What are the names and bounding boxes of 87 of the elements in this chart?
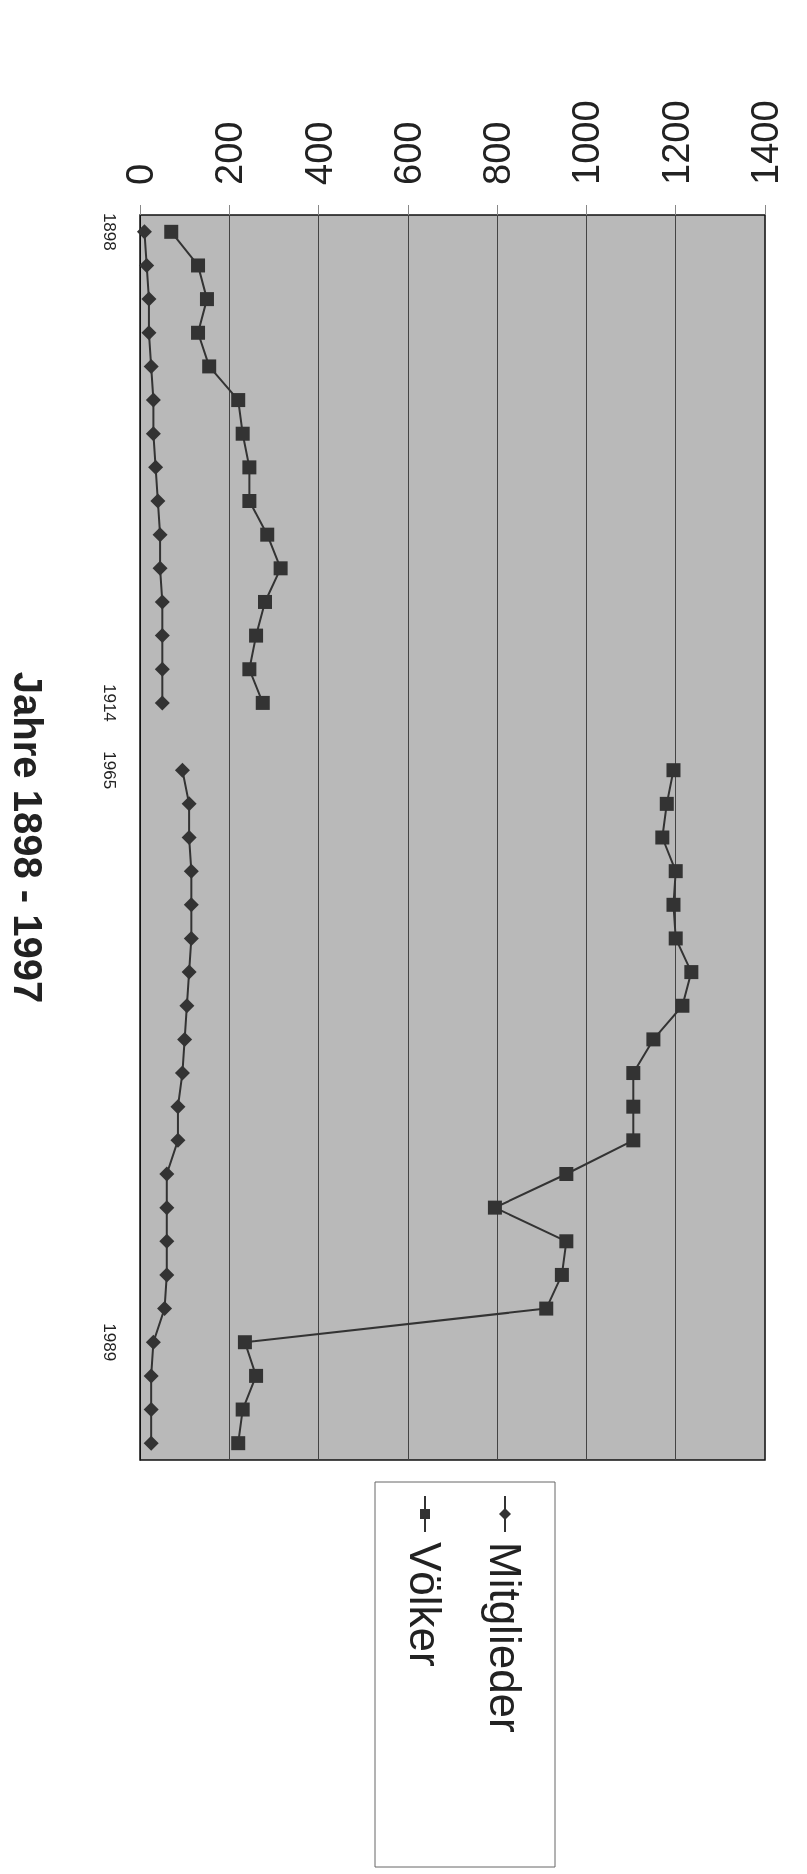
- x-tick-label: 400: [297, 121, 340, 185]
- point: [202, 359, 217, 374]
- point: [157, 1301, 173, 1317]
- x-tick-label: 600: [386, 121, 429, 185]
- x-tick-label: 200: [208, 121, 251, 185]
- point: [174, 762, 190, 778]
- point: [177, 1031, 193, 1047]
- point: [143, 1402, 159, 1418]
- point: [666, 897, 681, 912]
- point: [235, 1402, 250, 1417]
- x-tick-label: 800: [476, 121, 519, 185]
- y-tick-label: 1898: [100, 212, 119, 251]
- point: [626, 1133, 641, 1148]
- y-tick-label: 1965: [100, 751, 119, 790]
- point: [242, 494, 257, 509]
- point: [154, 594, 170, 610]
- point: [260, 527, 275, 542]
- point: [159, 1267, 175, 1283]
- point: [626, 1099, 641, 1114]
- legend-label: Mitglieder: [480, 1542, 530, 1733]
- point: [668, 931, 683, 946]
- point: [179, 998, 195, 1014]
- point: [626, 1066, 641, 1081]
- point: [183, 897, 199, 913]
- point: [145, 1334, 161, 1350]
- point: [249, 1368, 264, 1383]
- point: [655, 830, 670, 845]
- point: [231, 393, 246, 408]
- point: [150, 493, 166, 509]
- point: [170, 1099, 186, 1115]
- point: [255, 695, 270, 710]
- point: [684, 965, 699, 980]
- point: [659, 796, 674, 811]
- legend-label: Völker: [400, 1542, 450, 1667]
- point: [487, 1200, 502, 1215]
- point: [181, 964, 197, 980]
- point: [183, 930, 199, 946]
- point: [159, 1166, 175, 1182]
- point: [191, 258, 206, 273]
- point: [154, 661, 170, 677]
- point: [159, 1233, 175, 1249]
- point: [141, 325, 157, 341]
- point: [191, 325, 206, 340]
- point: [145, 392, 161, 408]
- point: [242, 662, 257, 677]
- point: [539, 1301, 554, 1316]
- point: [559, 1166, 574, 1181]
- point: [170, 1132, 186, 1148]
- point: [666, 763, 681, 778]
- point: [145, 426, 161, 442]
- point: [164, 224, 179, 239]
- point: [231, 1436, 246, 1451]
- point: [559, 1234, 574, 1249]
- point: [154, 695, 170, 711]
- point: [181, 796, 197, 812]
- point: [136, 224, 152, 240]
- point: [143, 358, 159, 374]
- point: [143, 1368, 159, 1384]
- point: [237, 1335, 252, 1350]
- point: [646, 1032, 661, 1047]
- point: [159, 1200, 175, 1216]
- point: [183, 863, 199, 879]
- x-tick-label: 0: [119, 163, 161, 185]
- point: [258, 594, 272, 609]
- point: [143, 1435, 159, 1451]
- point: [152, 527, 168, 543]
- point: [249, 628, 264, 643]
- point: [554, 1267, 569, 1282]
- point: [199, 292, 214, 307]
- y-tick-label: 1989: [100, 1323, 119, 1362]
- point: [181, 830, 197, 845]
- point: [154, 628, 170, 644]
- x-tick-label: 1400: [744, 100, 786, 185]
- x-tick-label: 1200: [654, 100, 697, 185]
- x-tick-label: 1000: [565, 100, 608, 185]
- point: [141, 291, 157, 307]
- point: [235, 426, 250, 441]
- y-axis-title: Jahre 1898 - 1997: [6, 671, 50, 1004]
- y-tick-label: 1914: [100, 683, 119, 722]
- point: [273, 561, 288, 576]
- point: [152, 560, 168, 576]
- point: [139, 257, 155, 273]
- point: [242, 460, 257, 475]
- point: [174, 1065, 190, 1081]
- point: [148, 459, 164, 475]
- point: [668, 864, 683, 879]
- point: [675, 998, 690, 1013]
